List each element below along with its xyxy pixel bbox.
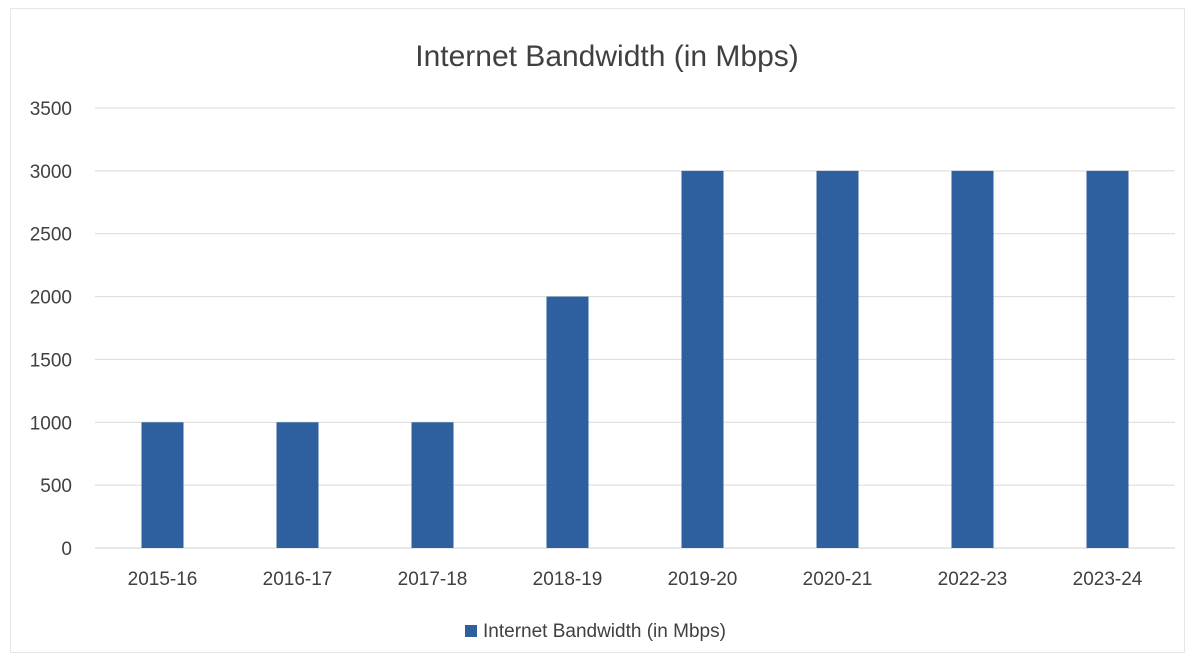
bar-2020-21	[816, 170, 859, 548]
y-tick-label: 3000	[30, 162, 72, 183]
x-tick-label: 2017-18	[398, 569, 468, 590]
x-tick-label: 2018-19	[533, 569, 603, 590]
y-tick-label: 2000	[30, 288, 72, 309]
legend: Internet Bandwidth (in Mbps)	[465, 621, 726, 642]
x-tick-label: 2019-20	[668, 569, 738, 590]
bar-2022-23	[951, 170, 994, 548]
bars	[141, 170, 1129, 548]
y-tick-label: 500	[40, 476, 72, 497]
gridlines	[95, 107, 1175, 549]
x-tick-label: 2023-24	[1073, 569, 1143, 590]
bar-2019-20	[681, 170, 724, 548]
y-tick-label: 2500	[30, 225, 72, 246]
chart-title: Internet Bandwidth (in Mbps)	[415, 40, 799, 73]
y-tick-label: 1000	[30, 413, 72, 434]
x-axis-tick-labels: 2015-16 2016-17 2017-18 2018-19 2019-20 2020-…	[128, 569, 1143, 590]
x-tick-label: 2022-23	[938, 569, 1008, 590]
bar-2016-17	[276, 422, 319, 548]
x-tick-label: 2015-16	[128, 569, 198, 590]
bar-2017-18	[411, 422, 454, 548]
legend-label: Internet Bandwidth (in Mbps)	[483, 621, 726, 642]
x-tick-label: 2020-21	[803, 569, 873, 590]
y-tick-label: 1500	[30, 350, 72, 371]
bar-2018-19	[546, 296, 589, 548]
bar-2015-16	[141, 422, 184, 548]
x-tick-label: 2016-17	[263, 569, 333, 590]
y-tick-label: 3500	[30, 99, 72, 120]
legend-swatch	[465, 625, 477, 637]
y-tick-label: 0	[61, 539, 72, 560]
y-axis-tick-labels: 0 500 1000 1500 2000 2500 3000 3500	[30, 99, 72, 560]
bar-2023-24	[1086, 170, 1129, 548]
